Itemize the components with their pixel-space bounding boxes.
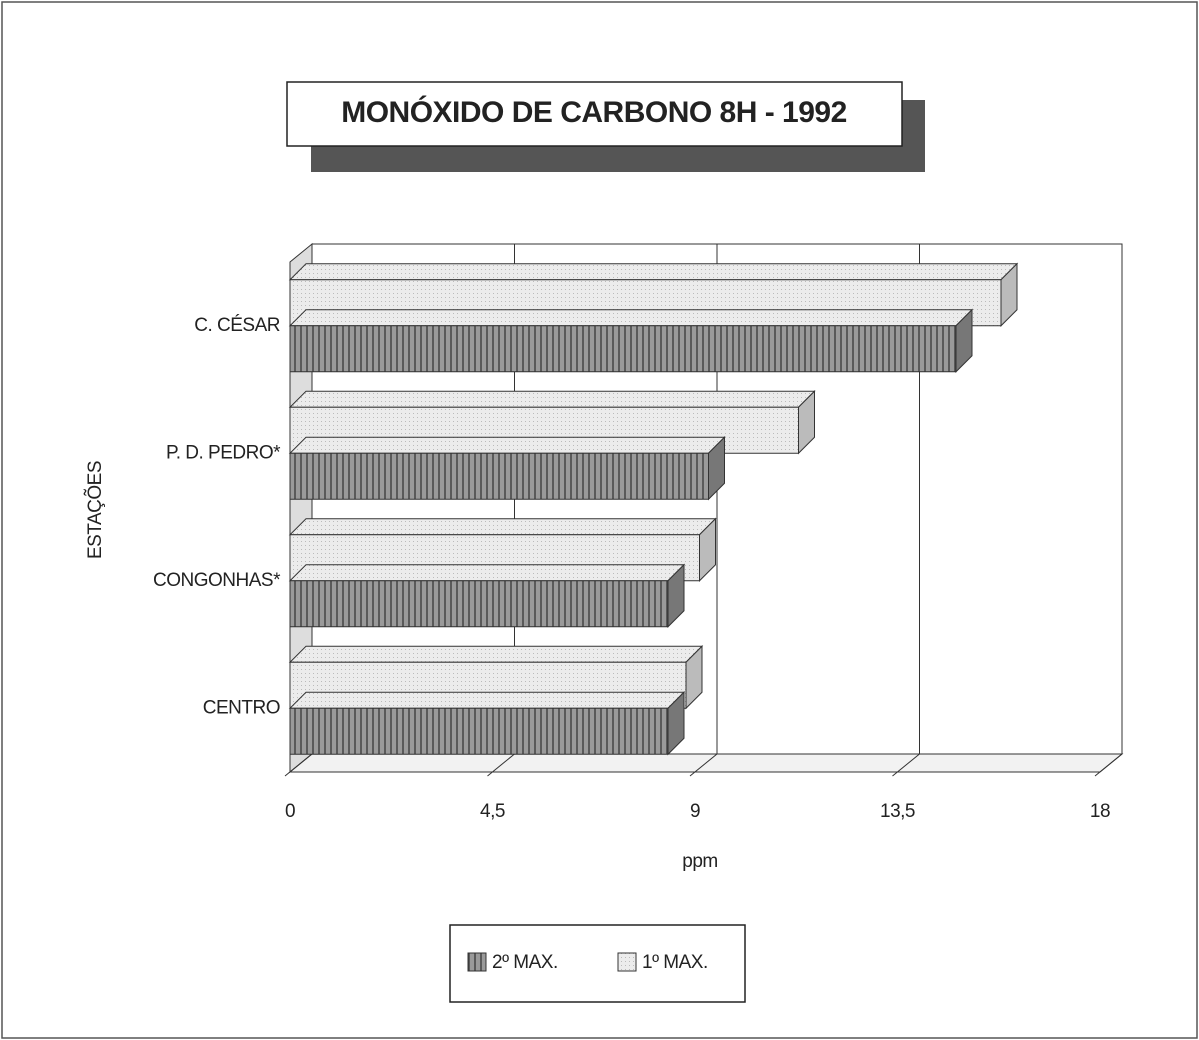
bar-side <box>667 691 685 756</box>
bar-top <box>288 436 726 454</box>
bar-top <box>288 564 686 582</box>
tick-mark <box>284 753 313 777</box>
x-tick-label: 9 <box>690 801 700 822</box>
bar <box>289 452 709 500</box>
bar-side <box>955 308 973 373</box>
bar-top <box>288 309 974 327</box>
tick-mark <box>892 753 920 777</box>
bar-side <box>685 645 703 710</box>
bar-side <box>1000 262 1018 327</box>
tick-mark <box>1094 753 1123 777</box>
bar-side <box>798 390 815 455</box>
x-axis-label: ppm <box>682 851 717 872</box>
tick-mark <box>487 753 515 777</box>
tick-mark <box>689 753 718 777</box>
y-tick-label: CONGONHAS* <box>153 570 281 591</box>
chart-title: MONÓXIDO DE CARBONO 8H - 1992 <box>341 95 847 129</box>
x-tick-label: 4,5 <box>480 801 505 822</box>
bar-top <box>288 518 717 536</box>
bar-top <box>288 691 686 709</box>
title-box <box>286 81 903 147</box>
legend-label: 1º MAX. <box>642 952 708 973</box>
bar-top <box>288 645 704 663</box>
y-tick-label: CENTRO <box>203 697 280 718</box>
x-tick-label: 13,5 <box>880 801 915 822</box>
bar <box>289 707 669 755</box>
bar-top <box>288 263 1019 281</box>
y-axis-label: ESTAÇÕES <box>84 461 106 559</box>
legend-label: 2º MAX. <box>492 952 558 973</box>
legend-swatch <box>467 952 487 972</box>
legend-box <box>449 924 746 1003</box>
y-tick-label: C. CÉSAR <box>194 315 280 336</box>
bar <box>289 325 957 373</box>
bar-side <box>699 517 716 582</box>
y-tick-label: P. D. PEDRO* <box>166 442 281 463</box>
bar-top <box>288 390 816 408</box>
x-tick-label: 18 <box>1090 801 1110 822</box>
x-tick-label: 0 <box>285 801 295 822</box>
bar-side <box>708 436 725 501</box>
bar-side <box>667 563 685 628</box>
legend-swatch <box>617 952 637 972</box>
bar <box>289 580 669 628</box>
